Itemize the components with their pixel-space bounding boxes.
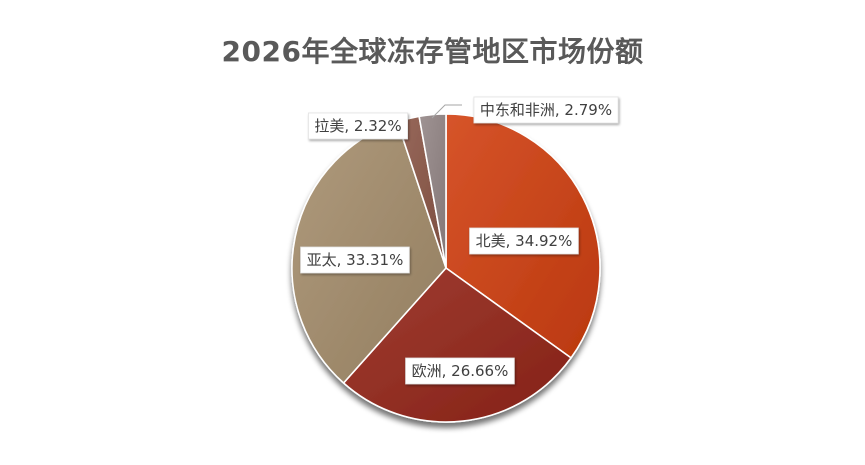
label-box [307, 112, 408, 140]
label-text: 拉美, 2.32% [314, 117, 401, 135]
label-box [405, 357, 515, 385]
leader-line [431, 104, 462, 119]
label-box [300, 246, 410, 274]
label-text: 欧洲, 26.66% [412, 362, 509, 380]
label-box [469, 227, 579, 255]
data-label-1: 北美, 34.92% [469, 227, 579, 255]
data-label-2: 欧洲, 26.66% [405, 357, 515, 385]
label-text: 北美, 34.92% [476, 232, 573, 250]
labels-layer: 北美, 34.92% 欧洲, 26.66% 亚太, 33.31% 拉美, 2.32% 中… [300, 96, 619, 385]
label-text: 亚太, 33.31% [307, 251, 404, 269]
pie-slice-5 [418, 113, 447, 269]
label-box [473, 96, 619, 124]
chart-title: 2026年全球冻存管地区市场份额 [221, 35, 644, 68]
label-text: 中东和非洲, 2.79% [480, 101, 612, 119]
data-label-4: 拉美, 2.32% [307, 112, 408, 140]
data-label-3: 亚太, 33.31% [300, 246, 410, 274]
data-label-5: 中东和非洲, 2.79% [431, 96, 619, 124]
